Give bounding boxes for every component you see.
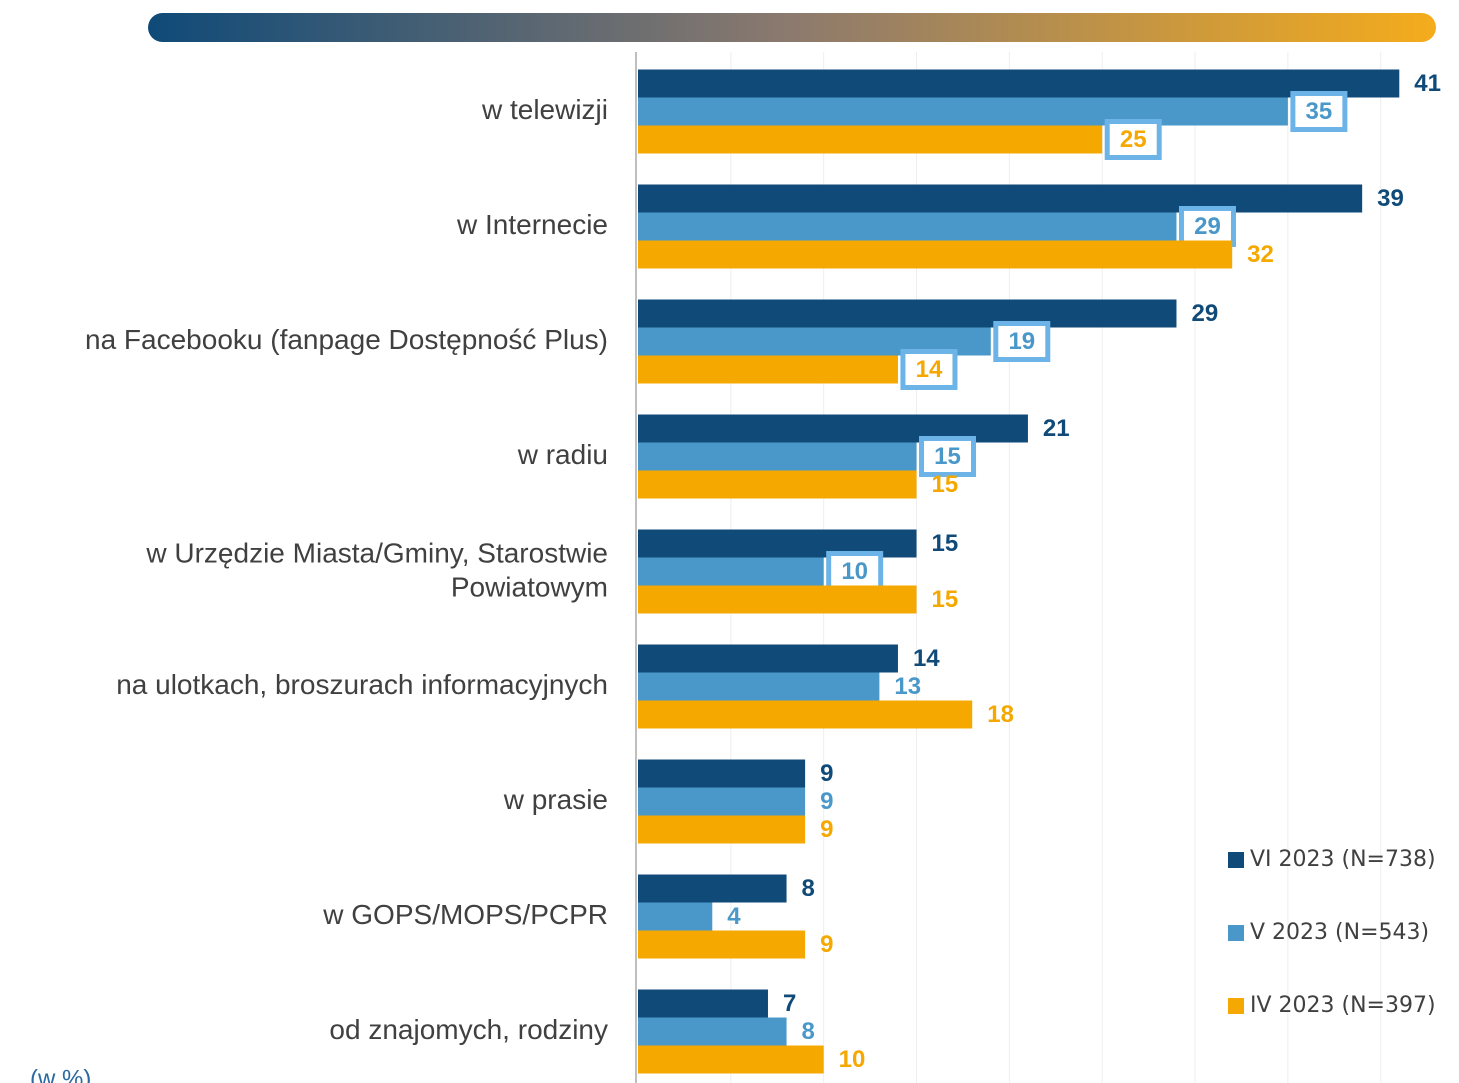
value-label: 21 bbox=[1043, 415, 1070, 442]
legend-swatch bbox=[1228, 925, 1244, 941]
highlight-box bbox=[900, 349, 958, 390]
legend-label: IV 2023 (N=397) bbox=[1250, 993, 1436, 1018]
value-label: 9 bbox=[820, 931, 833, 958]
bar bbox=[638, 125, 1103, 154]
value-label: 29 bbox=[1191, 300, 1218, 327]
bar bbox=[638, 557, 824, 586]
value-label: 15 bbox=[934, 443, 961, 470]
value-label: 9 bbox=[820, 760, 833, 787]
legend-label: V 2023 (N=543) bbox=[1250, 920, 1429, 945]
highlight-box bbox=[1104, 119, 1162, 160]
category-label: w Internecie bbox=[456, 209, 608, 240]
bar bbox=[638, 355, 898, 384]
category-label: w prasie bbox=[503, 784, 608, 815]
category-label: w telewizji bbox=[481, 94, 608, 125]
value-label: 9 bbox=[820, 788, 833, 815]
bar bbox=[638, 930, 806, 959]
value-label: 4 bbox=[727, 903, 741, 930]
value-label: 15 bbox=[932, 530, 959, 557]
bar bbox=[638, 672, 880, 701]
header-band bbox=[148, 13, 1436, 42]
value-label: 32 bbox=[1247, 241, 1274, 268]
category-label: w radiu bbox=[517, 439, 608, 470]
value-label: 14 bbox=[916, 356, 943, 383]
value-label: 7 bbox=[783, 990, 796, 1017]
bar bbox=[638, 989, 768, 1018]
value-label: 10 bbox=[839, 1046, 866, 1073]
category-label: w GOPS/MOPS/PCPR bbox=[322, 899, 608, 930]
bar bbox=[638, 902, 713, 931]
bar bbox=[638, 470, 917, 499]
bar bbox=[638, 184, 1363, 213]
value-label: 15 bbox=[932, 586, 959, 613]
legend-swatch bbox=[1228, 852, 1244, 868]
unit-note: (w %) bbox=[30, 1065, 91, 1083]
value-label: 41 bbox=[1414, 70, 1441, 97]
bar bbox=[638, 787, 806, 816]
legend-swatch bbox=[1228, 998, 1244, 1014]
bar bbox=[638, 240, 1233, 269]
bar bbox=[638, 1017, 787, 1046]
value-label: 15 bbox=[932, 471, 959, 498]
bar bbox=[638, 759, 806, 788]
value-label: 10 bbox=[841, 558, 868, 585]
highlight-box bbox=[826, 551, 884, 592]
value-label: 8 bbox=[802, 1018, 815, 1045]
value-label: 13 bbox=[894, 673, 921, 700]
bar bbox=[638, 97, 1288, 126]
category-label: od znajomych, rodziny bbox=[329, 1014, 608, 1045]
bar bbox=[638, 69, 1400, 98]
value-label: 25 bbox=[1120, 126, 1147, 153]
bar bbox=[638, 585, 917, 614]
value-label: 9 bbox=[820, 816, 833, 843]
category-label: w Urzędzie Miasta/Gminy, Starostwie Powia… bbox=[145, 538, 608, 603]
category-label: na Facebooku (fanpage Dostępność Plus) bbox=[85, 324, 608, 355]
value-label: 29 bbox=[1194, 213, 1221, 240]
value-label: 18 bbox=[987, 701, 1014, 728]
value-label: 14 bbox=[913, 645, 940, 672]
value-label: 39 bbox=[1377, 185, 1404, 212]
bar bbox=[638, 644, 898, 673]
highlight-box bbox=[919, 436, 977, 477]
category-label: na ulotkach, broszurach informacyjnych bbox=[116, 669, 608, 700]
value-label: 8 bbox=[802, 875, 815, 902]
bar bbox=[638, 815, 806, 844]
bar bbox=[638, 212, 1177, 241]
bar bbox=[638, 700, 973, 729]
bar bbox=[638, 299, 1177, 328]
highlight-box bbox=[993, 321, 1051, 362]
bar bbox=[638, 442, 917, 471]
value-label: 35 bbox=[1306, 98, 1333, 125]
bar bbox=[638, 874, 787, 903]
legend-label: VI 2023 (N=738) bbox=[1250, 847, 1436, 872]
value-label: 19 bbox=[1008, 328, 1035, 355]
highlight-box bbox=[1290, 91, 1348, 132]
bar bbox=[638, 1045, 824, 1074]
